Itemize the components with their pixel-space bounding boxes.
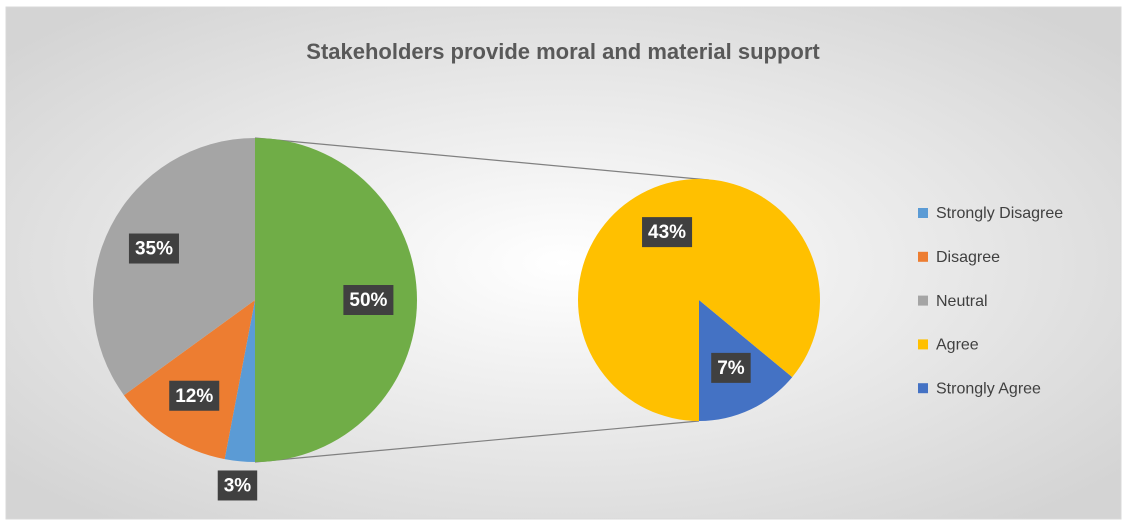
- legend-swatch: [918, 383, 928, 394]
- pie-slice: [224, 300, 255, 462]
- legend-swatch: [918, 295, 928, 306]
- data-label: 43%: [648, 222, 686, 243]
- connector-line: [254, 420, 700, 463]
- data-label: 12%: [175, 386, 213, 407]
- legend-swatch: [918, 251, 928, 262]
- chart-title: Stakeholders provide moral and material …: [306, 39, 820, 64]
- pie-slice: [93, 138, 256, 396]
- legend-label: Strongly Agree: [936, 380, 1041, 397]
- legend-label: Agree: [936, 337, 979, 354]
- legend-label: Disagree: [936, 249, 1000, 266]
- data-label-box: [343, 285, 394, 315]
- pie-slice: [255, 138, 417, 462]
- data-label-box: [642, 217, 693, 248]
- data-label: 50%: [349, 290, 387, 311]
- connector-line: [254, 137, 710, 181]
- data-label: 7%: [717, 358, 745, 379]
- data-label-box: [169, 380, 220, 411]
- pie-slice: [123, 300, 256, 460]
- legend-swatch: [918, 208, 928, 218]
- data-label: 35%: [135, 239, 173, 260]
- data-label-box: [128, 233, 179, 264]
- legend-label: Neutral: [936, 293, 988, 310]
- data-label-box: [217, 470, 258, 501]
- data-label-box: [711, 352, 751, 383]
- legend-swatch: [918, 339, 928, 350]
- pie-slice: [577, 179, 820, 421]
- legend-label: Strongly Disagree: [936, 205, 1063, 222]
- data-label: 3%: [224, 475, 252, 496]
